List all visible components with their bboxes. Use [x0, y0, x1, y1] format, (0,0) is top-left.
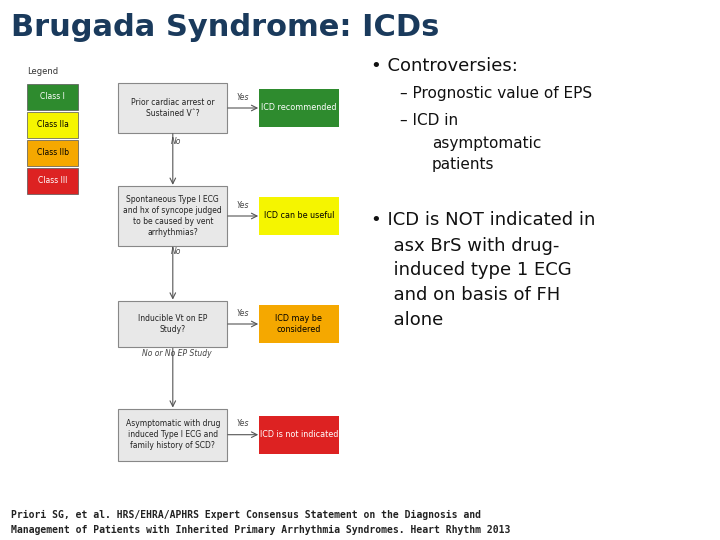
FancyBboxPatch shape	[259, 197, 339, 235]
Text: – ICD in: – ICD in	[400, 113, 458, 129]
Text: patients: patients	[432, 157, 495, 172]
Text: alone: alone	[382, 311, 443, 329]
Text: Yes: Yes	[237, 308, 249, 318]
Text: and on basis of FH: and on basis of FH	[382, 286, 560, 304]
FancyBboxPatch shape	[259, 305, 339, 343]
Text: ICD may be
considered: ICD may be considered	[275, 314, 323, 334]
FancyBboxPatch shape	[259, 416, 339, 454]
FancyBboxPatch shape	[118, 301, 228, 347]
Text: Yes: Yes	[237, 92, 249, 102]
Text: No: No	[171, 137, 181, 146]
Text: • ICD is NOT indicated in: • ICD is NOT indicated in	[371, 211, 595, 228]
Text: ICD is not indicated: ICD is not indicated	[260, 430, 338, 439]
FancyBboxPatch shape	[118, 83, 228, 132]
Text: Prior cardiac arrest or
Sustained Vˆ?: Prior cardiac arrest or Sustained Vˆ?	[131, 98, 215, 118]
Text: Class III: Class III	[38, 177, 67, 185]
Text: No or No EP Study: No or No EP Study	[142, 349, 211, 358]
FancyBboxPatch shape	[259, 89, 339, 127]
Text: Legend: Legend	[27, 68, 58, 77]
Text: • Controversies:: • Controversies:	[371, 57, 518, 75]
Text: Brugada Syndrome: ICDs: Brugada Syndrome: ICDs	[11, 14, 439, 43]
Text: Yes: Yes	[237, 200, 249, 210]
Text: Yes: Yes	[237, 419, 249, 428]
Text: Spontaneous Type I ECG
and hx of syncope judged
to be caused by vent
arrhythmias: Spontaneous Type I ECG and hx of syncope…	[123, 195, 222, 237]
Text: ICD recommended: ICD recommended	[261, 104, 336, 112]
FancyBboxPatch shape	[27, 168, 78, 194]
FancyBboxPatch shape	[118, 186, 228, 246]
Text: Asymptomatic with drug
induced Type I ECG and
family history of SCD?: Asymptomatic with drug induced Type I EC…	[125, 419, 220, 450]
Text: Class IIb: Class IIb	[37, 148, 68, 157]
Text: Class I: Class I	[40, 92, 65, 101]
FancyBboxPatch shape	[118, 409, 228, 461]
Text: asx BrS with drug-: asx BrS with drug-	[382, 237, 559, 254]
FancyBboxPatch shape	[27, 112, 78, 138]
FancyBboxPatch shape	[27, 84, 78, 110]
Text: Management of Patients with Inherited Primary Arrhythmia Syndromes. Heart Rhythm: Management of Patients with Inherited Pr…	[11, 525, 510, 535]
Text: Inducible Vt on EP
Study?: Inducible Vt on EP Study?	[138, 314, 207, 334]
Text: induced type 1 ECG: induced type 1 ECG	[382, 261, 571, 279]
FancyBboxPatch shape	[27, 140, 78, 166]
Text: asymptomatic: asymptomatic	[432, 136, 541, 151]
Text: – Prognostic value of EPS: – Prognostic value of EPS	[400, 86, 592, 102]
Text: No: No	[171, 247, 181, 255]
Text: ICD can be useful: ICD can be useful	[264, 212, 334, 220]
Text: Priori SG, et al. HRS/EHRA/APHRS Expert Consensus Statement on the Diagnosis and: Priori SG, et al. HRS/EHRA/APHRS Expert …	[11, 510, 481, 521]
Text: Class IIa: Class IIa	[37, 120, 68, 129]
